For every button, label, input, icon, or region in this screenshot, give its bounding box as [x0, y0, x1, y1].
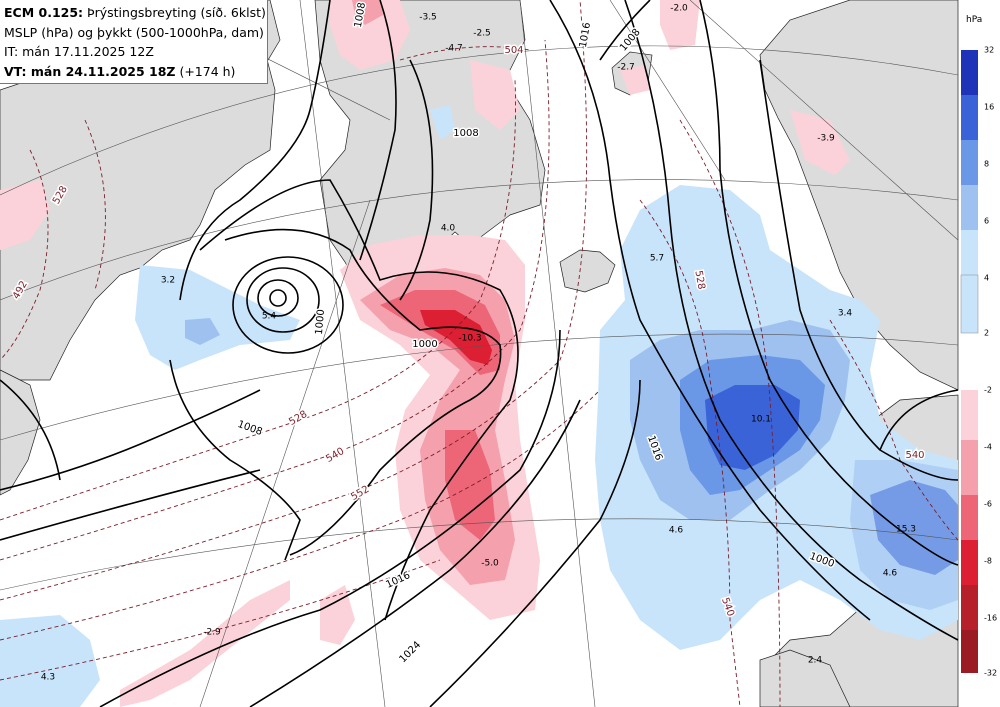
fall-bin-4: [961, 440, 978, 495]
pressure-change-label: -10.3: [458, 334, 481, 344]
colorbar-tick-label: 2: [984, 329, 989, 338]
colorbar-tick-label: 6: [984, 217, 989, 226]
isobars: [0, 0, 959, 707]
pressure-change-label: 15.3: [896, 525, 916, 535]
rise-bin-8-16: [961, 95, 978, 140]
pressure-change-label: 3.4: [838, 309, 853, 319]
colorbar-tick-label: -32: [984, 669, 997, 678]
subtitle-line: MSLP (hPa) og þykkt (500-1000hPa, dam): [4, 24, 264, 40]
pressure-change-label: 10.1: [751, 415, 771, 425]
pressure-change-value-labels: -3.5 -2.5 -4.7 -2.0 -2.7 -3.9 4.0 3.2 5.4 -10.3 5.…: [41, 4, 916, 683]
isobar-label: 1000: [314, 309, 327, 335]
initial-time: IT: mán 17.11.2025 12Z: [4, 44, 154, 59]
pressure-change-label: -2.5: [473, 29, 491, 39]
colorbar-tick-label: -4: [984, 443, 992, 452]
rise-bin-2: [960, 274, 979, 334]
pressure-change-label: 4.0: [441, 224, 456, 234]
fall-bin-2: [961, 390, 978, 440]
valid-time-line: VT: mán 24.11.2025 18Z (+174 h): [4, 62, 267, 82]
thickness-label: 528: [692, 270, 706, 291]
pressure-change-label: 4.6: [669, 526, 684, 536]
pressure-change-label: -2.9: [203, 628, 221, 638]
fall-bin-16: [961, 585, 978, 630]
map-info-box: ECM 0.125: Þrýstingsbreyting (síð. 6klst…: [0, 0, 268, 84]
thickness-label: 504: [504, 45, 523, 56]
iberia-landmass: [759, 649, 851, 707]
colorbar-tick-label: -16: [984, 614, 997, 623]
graticule: [0, 0, 959, 707]
fall-bin-8: [961, 540, 978, 585]
colorbar-tick-label: 32: [984, 46, 994, 55]
rise-bin-4-6: [961, 185, 978, 230]
valid-time: VT: mán 24.11.2025 18Z: [4, 63, 176, 79]
pressure-change-label: 4.3: [41, 673, 55, 683]
iceland-landmass: [559, 249, 616, 293]
pressure-change-label: -2.0: [670, 4, 688, 14]
legend-unit: hPa: [966, 15, 983, 25]
pressure-change-label: 5.7: [650, 254, 664, 264]
thickness-label: 540: [905, 450, 924, 461]
isobar-label: 1008: [453, 128, 478, 139]
product-name: Þrýstingsbreyting (síð. 6klst): [87, 5, 266, 20]
rise-bin-6-8: [961, 140, 978, 185]
pressure-change-label: -2.7: [617, 63, 635, 73]
pressure-rise-shading: [0, 105, 958, 707]
fall-colorbar: [961, 390, 978, 673]
forecast-offset: (+174 h): [179, 63, 236, 79]
pressure-change-label: -4.7: [445, 44, 463, 54]
fall-bin-32: [961, 630, 978, 673]
colorbar-tick-label: -8: [984, 557, 992, 566]
isobar-label: 1000: [412, 339, 437, 350]
fall-colorbar-ticks: -2 -4 -6 -8 -16 -32: [984, 386, 997, 678]
colorbar-tick-label: 16: [984, 103, 994, 112]
rise-bin-2-4: [961, 230, 978, 275]
pressure-change-label: 4.6: [883, 569, 898, 579]
pressure-change-label: 5.4: [262, 312, 277, 322]
rise-bin-16-32: [961, 50, 978, 95]
colorbar-tick-label: 4: [984, 274, 989, 283]
fall-bin-6: [961, 495, 978, 540]
title-line: ECM 0.125: Þrýstingsbreyting (síð. 6klst…: [4, 3, 267, 23]
colorbar-tick-label: 8: [984, 160, 989, 169]
pressure-change-label: 2.4: [808, 656, 823, 666]
rise-colorbar-ticks: 32 16 8 6 4 2: [984, 46, 994, 338]
pressure-change-label: -3.5: [419, 13, 437, 23]
pressure-change-label: 3.2: [161, 276, 175, 286]
pressure-change-label: -5.0: [481, 559, 499, 569]
colorbar-tick-label: -6: [984, 500, 992, 509]
pressure-fall-shading: [0, 0, 850, 707]
rise-colorbar: [960, 50, 979, 334]
colorbar-tick-label: -2: [984, 386, 992, 395]
labrador-landmass: [0, 369, 41, 496]
model-name: ECM 0.125:: [4, 5, 84, 20]
pressure-change-label: -3.9: [817, 134, 835, 144]
